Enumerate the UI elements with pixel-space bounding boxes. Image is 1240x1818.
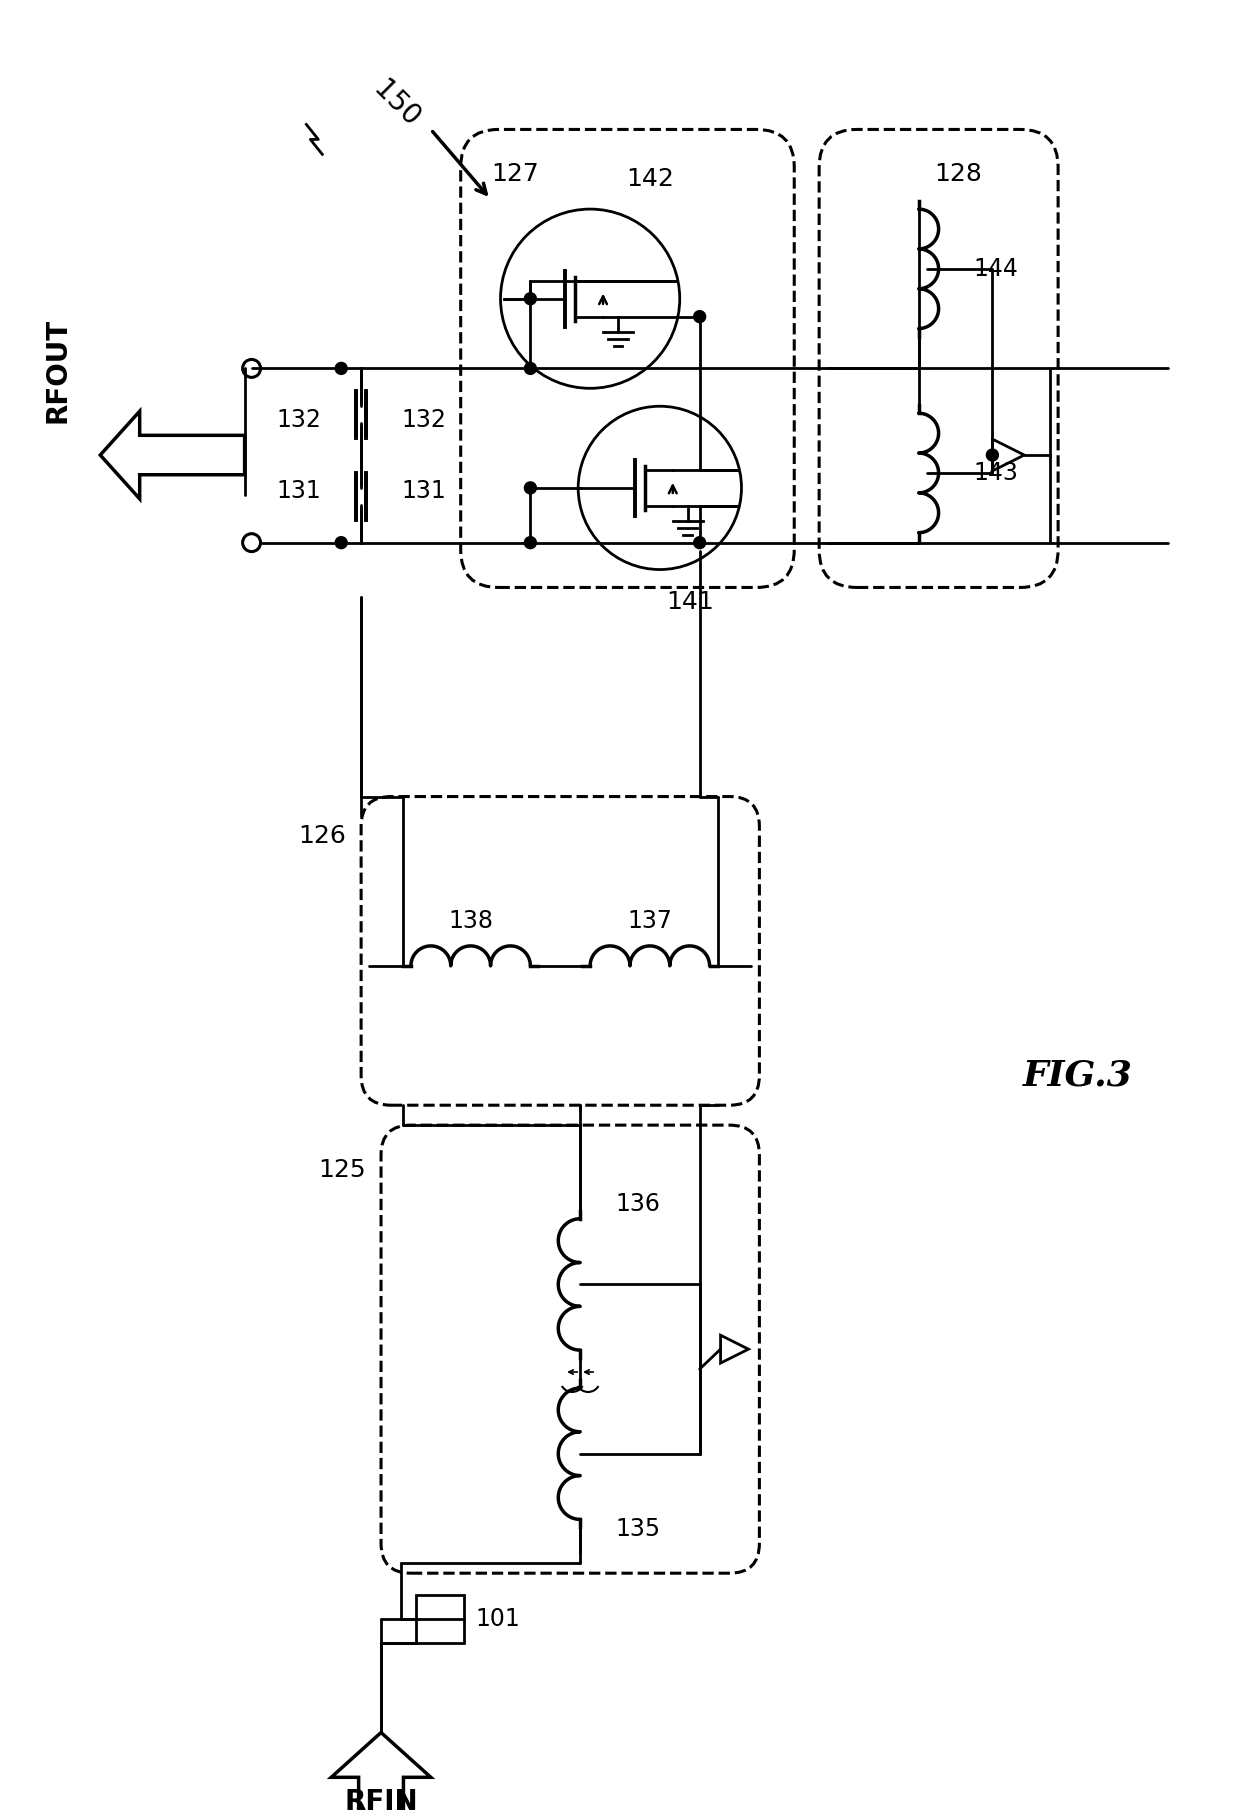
Circle shape [525, 362, 537, 375]
Circle shape [986, 449, 998, 462]
Text: 138: 138 [448, 909, 494, 933]
Text: 132: 132 [401, 409, 446, 433]
Text: 150: 150 [367, 76, 424, 133]
Polygon shape [331, 1733, 430, 1818]
Circle shape [525, 482, 537, 494]
Circle shape [525, 536, 537, 549]
Text: RFOUT: RFOUT [43, 318, 72, 424]
Circle shape [335, 536, 347, 549]
Text: 132: 132 [277, 409, 321, 433]
Circle shape [525, 293, 537, 305]
Text: 127: 127 [491, 162, 539, 185]
Text: 126: 126 [299, 824, 346, 849]
Text: FIG.3: FIG.3 [1023, 1058, 1133, 1093]
Text: 143: 143 [973, 462, 1018, 485]
Circle shape [335, 362, 347, 375]
Text: 136: 136 [615, 1193, 660, 1216]
Text: RFIN: RFIN [345, 1789, 418, 1816]
Circle shape [693, 311, 706, 322]
Text: 144: 144 [973, 256, 1018, 280]
Polygon shape [100, 411, 244, 498]
Text: 101: 101 [476, 1607, 521, 1631]
Text: 135: 135 [615, 1518, 660, 1542]
Text: 131: 131 [401, 478, 445, 504]
Text: 141: 141 [666, 591, 713, 614]
Text: 128: 128 [935, 162, 982, 185]
Bar [415, 1594, 464, 1643]
Text: 125: 125 [319, 1158, 366, 1182]
Text: 131: 131 [277, 478, 321, 504]
Text: 137: 137 [627, 909, 672, 933]
Circle shape [693, 536, 706, 549]
Text: 142: 142 [626, 167, 673, 191]
